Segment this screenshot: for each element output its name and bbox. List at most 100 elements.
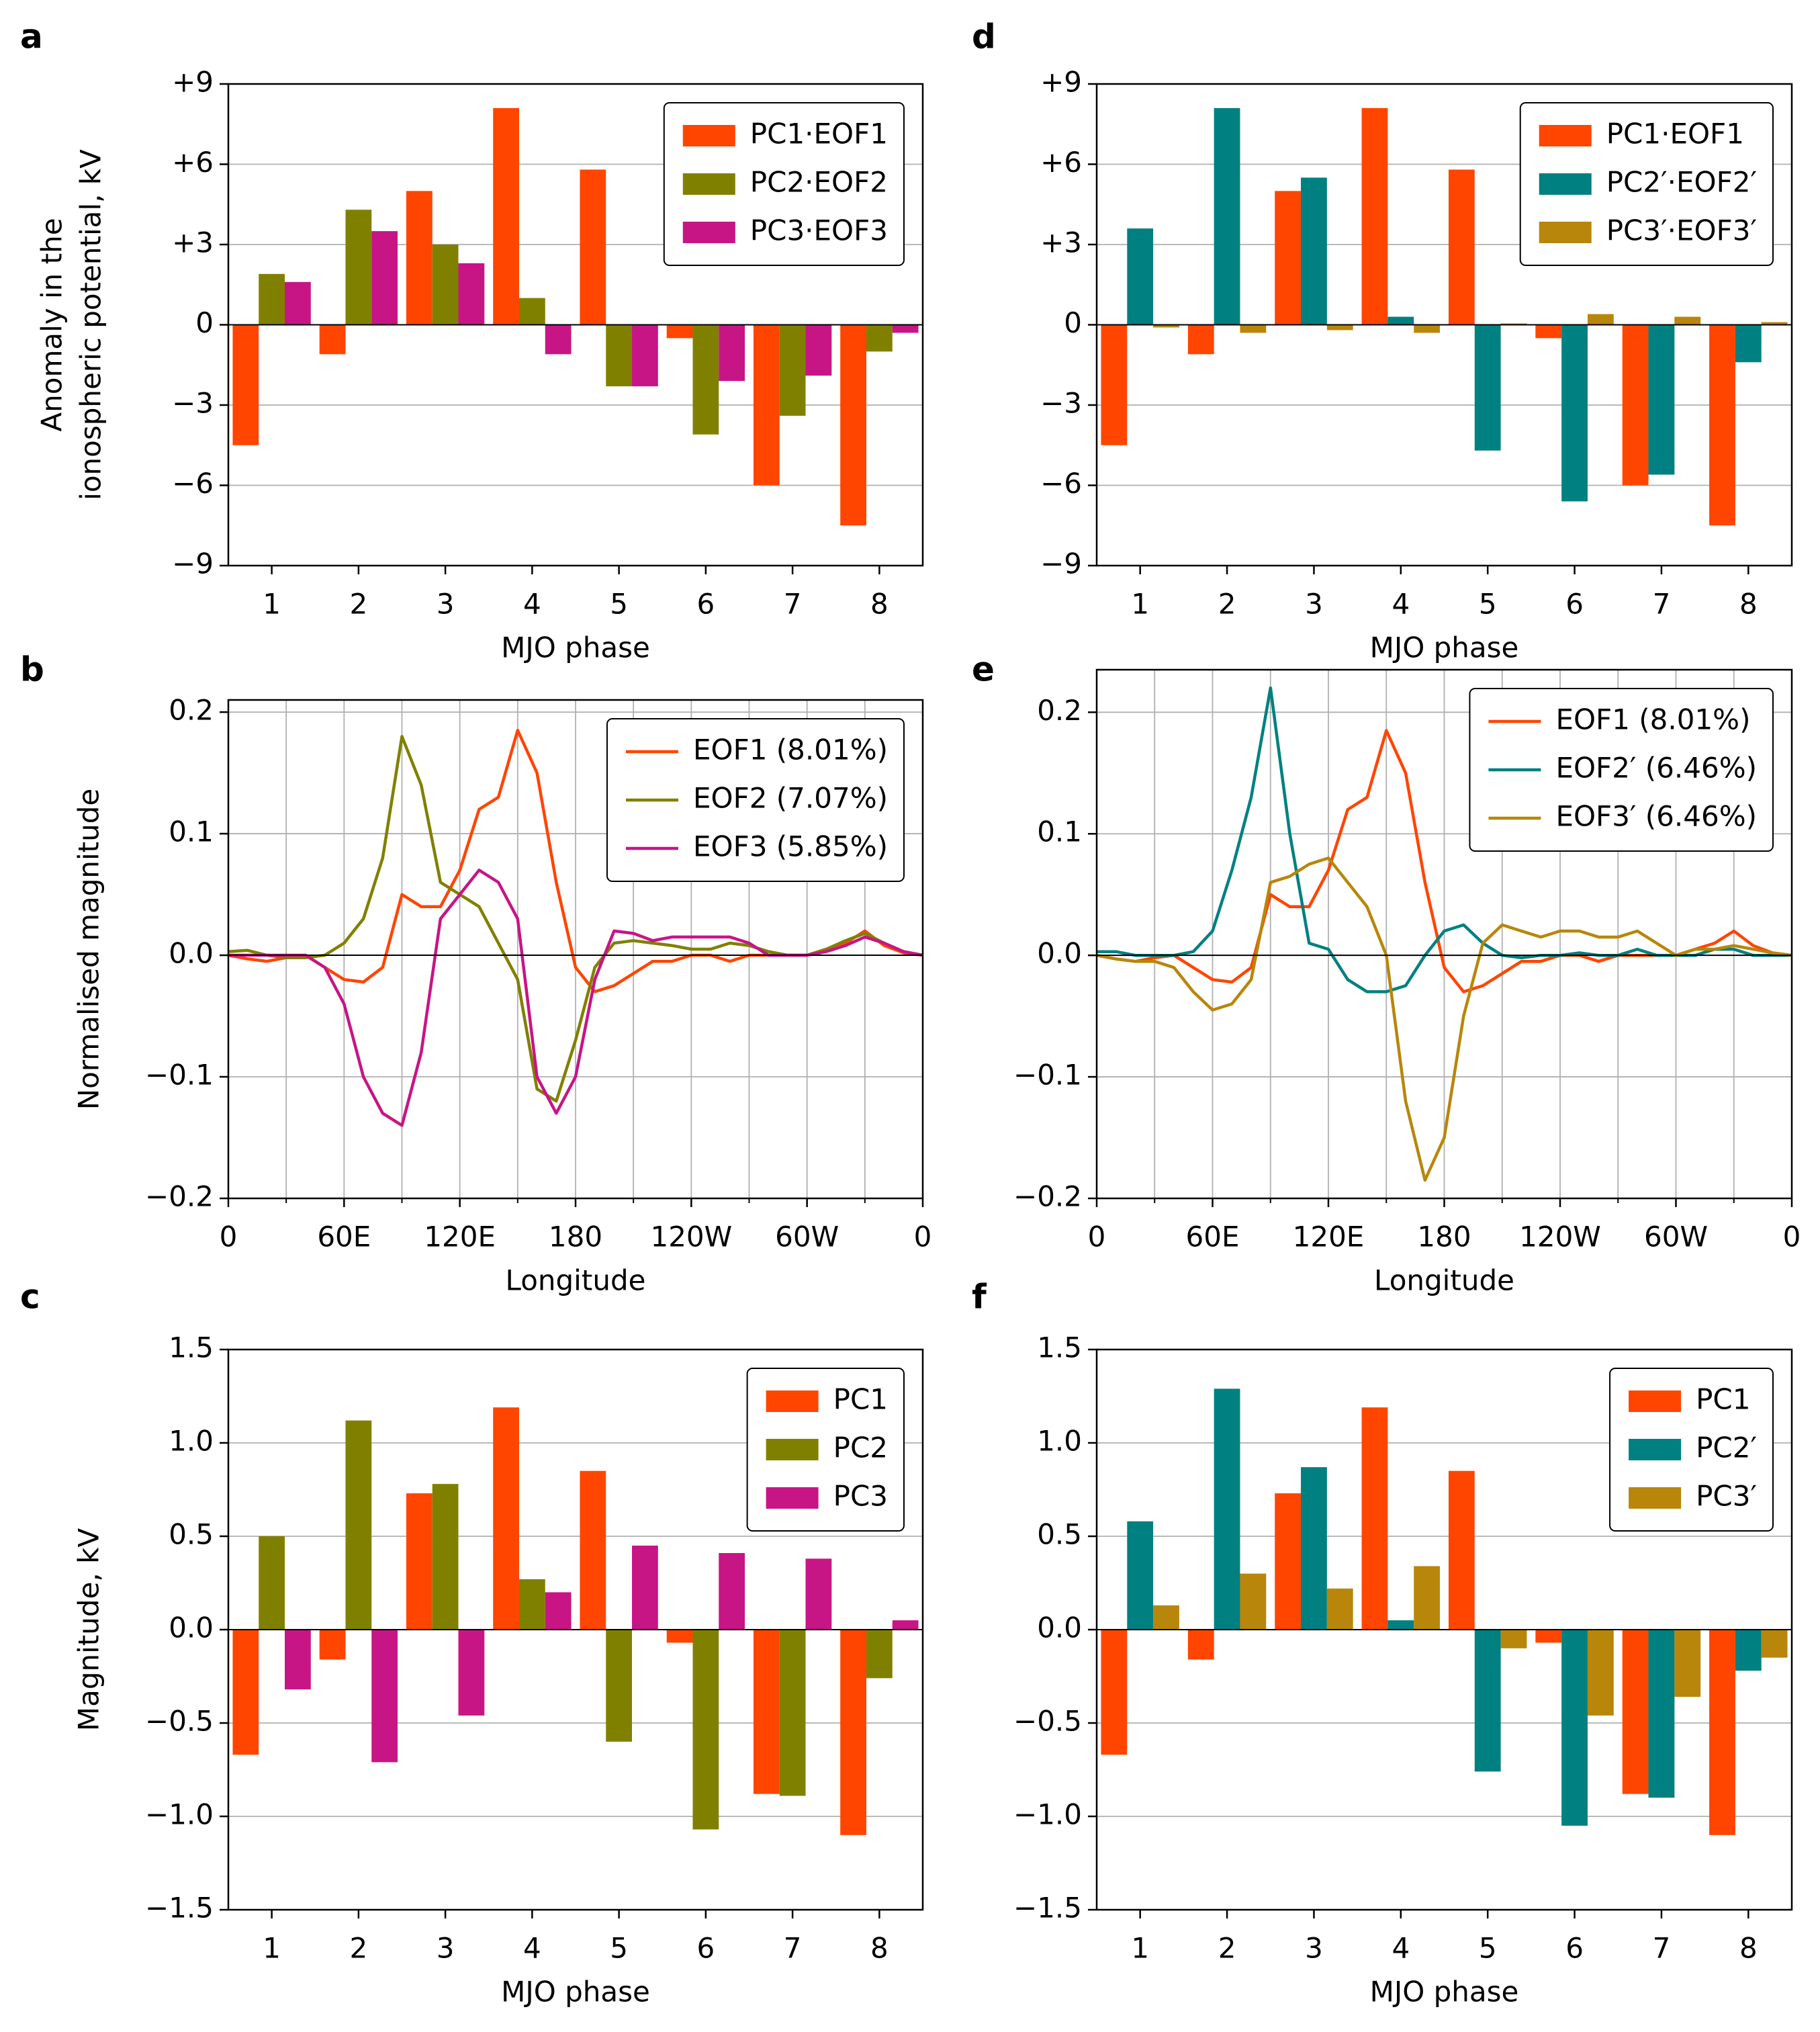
bar	[632, 1545, 658, 1630]
x-axis-label: MJO phase	[501, 631, 650, 664]
legend-label: PC1	[833, 1383, 888, 1416]
bar	[432, 245, 459, 325]
bar	[432, 1484, 459, 1630]
bar	[1474, 324, 1501, 451]
y-axis-label: Magnitude, kV	[73, 1528, 105, 1732]
x-tick-label: 120E	[1293, 1221, 1365, 1253]
bar	[1275, 1493, 1302, 1630]
y-tick-label: −0.5	[145, 1705, 214, 1738]
y-tick-label: −1.5	[1013, 1892, 1082, 1925]
bar	[1240, 324, 1267, 333]
bar	[1127, 1521, 1154, 1630]
x-tick-label: 2	[1218, 1932, 1236, 1965]
panel: f −1.5 −1.0 −0.5 0.0 0.5 1.0 1.5 MJO phase 1 2 3 4 5 6…	[972, 1278, 1793, 2008]
legend: PC1·EOF1 PC2·EOF2 PC3·EOF3	[663, 102, 905, 266]
bar	[580, 169, 606, 325]
x-tick-label: 1	[263, 588, 281, 621]
y-tick-label: −3	[172, 387, 214, 420]
legend: PC1 PC2′ PC3′	[1609, 1368, 1774, 1532]
legend-label: EOF3 (5.85%)	[693, 830, 888, 863]
x-tick-label: 7	[784, 588, 802, 621]
x-tick-label: 0	[1783, 1221, 1801, 1253]
bar	[1448, 1470, 1475, 1630]
bar	[1301, 177, 1327, 325]
y-tick-label: +9	[1040, 66, 1082, 99]
bar	[805, 1558, 832, 1630]
legend-box	[1469, 688, 1774, 852]
bar	[1587, 314, 1614, 325]
bar	[319, 324, 346, 355]
y-tick-label: −0.5	[1013, 1705, 1082, 1738]
y-tick-label: −1.0	[1013, 1798, 1082, 1831]
bar	[840, 1630, 866, 1835]
bar	[1474, 1630, 1501, 1772]
legend-label: PC3′·EOF3′	[1606, 214, 1757, 247]
legend-swatch	[1539, 125, 1592, 146]
legend-label: PC1·EOF1	[750, 118, 888, 150]
bar	[1326, 324, 1353, 330]
bar	[1674, 316, 1701, 325]
bar	[1187, 1630, 1214, 1660]
bar	[1214, 107, 1240, 325]
x-tick-label: 180	[549, 1221, 602, 1253]
bar	[1240, 1573, 1267, 1630]
x-tick-label: 120E	[424, 1221, 496, 1253]
legend-swatch	[1629, 1390, 1682, 1412]
x-tick-label: 4	[1392, 588, 1410, 621]
y-tick-label: 1.0	[169, 1425, 214, 1458]
bar	[1535, 324, 1562, 339]
y-tick-label: +3	[172, 226, 214, 259]
legend-label: EOF1 (8.01%)	[693, 734, 888, 766]
legend-label: PC2	[833, 1431, 888, 1464]
bar	[1674, 1630, 1701, 1697]
x-tick-label: 6	[697, 1932, 715, 1965]
panel-label: c	[20, 1278, 40, 1317]
bar	[458, 263, 485, 325]
bar	[1587, 1630, 1614, 1716]
x-tick-label: 1	[1131, 588, 1149, 621]
axes-frame	[227, 83, 924, 567]
x-tick-label: 3	[437, 588, 455, 621]
bar	[345, 1420, 372, 1630]
y-tick-label: −9	[172, 547, 214, 580]
x-tick-label: 60W	[1644, 1221, 1708, 1253]
bar	[606, 324, 633, 387]
bar	[719, 1553, 745, 1630]
panel: b −0.2 −0.1 0.0 0.1 0.2 Normalised magnitude Lo…	[20, 650, 931, 1297]
panel: a −9 −6 −3 0 +3 +6 +9 Anomaly in the ionospheric …	[20, 17, 924, 664]
bar	[1448, 169, 1475, 325]
bar	[345, 210, 372, 325]
bar	[892, 1620, 919, 1630]
x-tick-label: 5	[610, 1932, 628, 1965]
bar	[692, 1630, 719, 1830]
x-axis-label: MJO phase	[1370, 1976, 1519, 2008]
axes-frame	[227, 699, 924, 1200]
x-tick-label: 5	[1479, 588, 1497, 621]
bar	[606, 1630, 633, 1742]
bar	[1535, 1630, 1562, 1643]
legend-swatch	[682, 222, 735, 243]
x-axis-label: Longitude	[1374, 1264, 1514, 1297]
bar	[1414, 324, 1441, 333]
bar	[232, 1630, 259, 1755]
bar	[406, 191, 433, 325]
bar	[1709, 1630, 1735, 1835]
x-tick-label: 4	[523, 588, 541, 621]
y-tick-label: +3	[1040, 226, 1082, 259]
y-tick-label: 0.0	[169, 1611, 214, 1644]
bar	[259, 273, 285, 325]
x-tick-label: 6	[1565, 588, 1584, 621]
bar	[666, 1630, 693, 1643]
y-tick-label: −1.0	[145, 1798, 214, 1831]
panel-label: f	[972, 1278, 987, 1317]
x-tick-label: 1	[263, 1932, 281, 1965]
y-tick-label: −1.5	[145, 1892, 214, 1925]
x-tick-label: 8	[870, 1932, 889, 1965]
axes-frame	[227, 1348, 924, 1911]
bar	[1101, 324, 1128, 445]
bar	[719, 324, 745, 382]
panel-label: e	[972, 650, 995, 689]
x-tick-label: 7	[1653, 1932, 1671, 1965]
x-tick-label: 0	[220, 1221, 238, 1253]
